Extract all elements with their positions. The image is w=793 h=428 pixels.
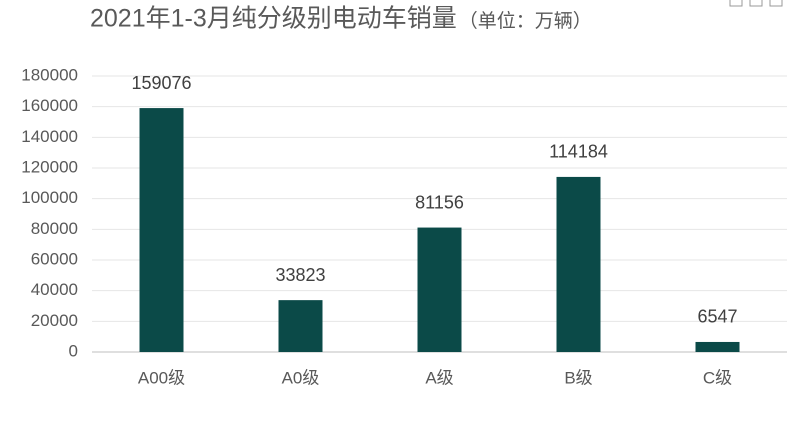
y-tick-label: 0 xyxy=(69,341,78,360)
icon xyxy=(769,0,783,7)
bar xyxy=(695,341,740,352)
bar xyxy=(417,227,462,352)
data-label: 33823 xyxy=(275,265,325,285)
x-tick-label: A00级 xyxy=(138,368,185,387)
y-tick-label: 80000 xyxy=(31,219,78,238)
bar xyxy=(139,108,184,352)
data-label: 81156 xyxy=(415,192,464,212)
y-tick-label: 100000 xyxy=(21,188,78,207)
chart-subtitle: （单位：万辆） xyxy=(459,10,592,32)
data-label: 159076 xyxy=(131,73,191,93)
window-icons xyxy=(729,0,783,7)
icon xyxy=(749,0,763,7)
y-tick-label: 180000 xyxy=(21,65,78,84)
icon xyxy=(729,0,743,7)
x-tick-label: A级 xyxy=(425,368,453,387)
y-tick-label: 160000 xyxy=(21,96,78,115)
y-tick-label: 20000 xyxy=(31,311,78,330)
y-tick-label: 120000 xyxy=(21,157,78,176)
data-label: 114184 xyxy=(549,142,608,162)
bar xyxy=(556,176,601,352)
y-tick-label: 140000 xyxy=(21,127,78,146)
x-tick-label: A0级 xyxy=(282,368,320,387)
x-tick-label: B级 xyxy=(564,368,592,387)
bar xyxy=(278,300,323,352)
y-tick-label: 40000 xyxy=(31,280,78,299)
y-tick-label: 60000 xyxy=(31,249,78,268)
chart-title: 2021年1-3月纯分级别电动车销量 xyxy=(90,5,457,33)
x-tick-label: C级 xyxy=(703,368,732,387)
data-label: 6547 xyxy=(697,307,737,327)
